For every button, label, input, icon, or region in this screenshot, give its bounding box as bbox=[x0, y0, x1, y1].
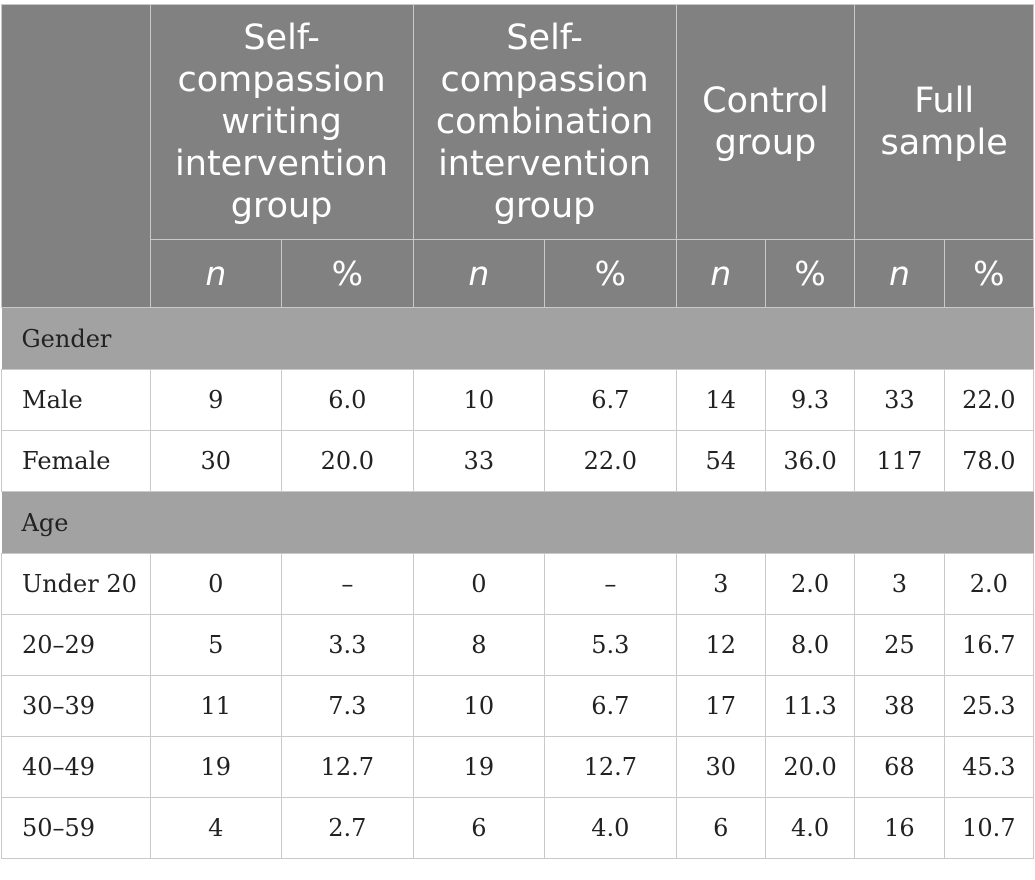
table-row: Male 9 6.0 10 6.7 14 9.3 33 22.0 bbox=[1, 369, 1035, 431]
table-cell: 5 bbox=[149, 614, 283, 676]
table-cell: 16 bbox=[854, 797, 945, 859]
table-cell: 11.3 bbox=[764, 675, 856, 737]
table-cell: 12.7 bbox=[281, 736, 414, 798]
table-row: Female 30 20.0 33 22.0 54 36.0 117 78.0 bbox=[1, 430, 1035, 492]
table-cell: 20.0 bbox=[764, 736, 856, 798]
table-cell: 6.7 bbox=[544, 369, 677, 431]
table-cell: 14 bbox=[675, 369, 766, 431]
header-full-sample: Full sample bbox=[854, 4, 1034, 240]
table-cell: 25.3 bbox=[943, 675, 1035, 737]
table-cell: 6.0 bbox=[281, 369, 414, 431]
table-row: 20–29 5 3.3 8 5.3 12 8.0 25 16.7 bbox=[1, 614, 1035, 676]
table-cell: 9 bbox=[149, 369, 283, 431]
row-label: Female bbox=[1, 430, 151, 492]
table-cell: 38 bbox=[854, 675, 945, 737]
table-cell: 7.3 bbox=[281, 675, 414, 737]
sub-header-percent: % bbox=[764, 239, 856, 308]
table-cell: – bbox=[544, 553, 677, 615]
table-cell: 0 bbox=[149, 553, 283, 615]
table-cell: 11 bbox=[149, 675, 283, 737]
row-label: 40–49 bbox=[1, 736, 151, 798]
table-cell: 12.7 bbox=[544, 736, 677, 798]
table-cell: 2.7 bbox=[281, 797, 414, 859]
table-cell: 3 bbox=[675, 553, 766, 615]
table-row: 50–59 4 2.7 6 4.0 6 4.0 16 10.7 bbox=[1, 797, 1035, 859]
table-cell: 68 bbox=[854, 736, 945, 798]
sub-header-row: n % n % n % n % bbox=[2, 239, 1035, 308]
table-cell: 2.0 bbox=[764, 553, 856, 615]
sub-header-percent: % bbox=[943, 239, 1035, 308]
table-cell: 22.0 bbox=[943, 369, 1035, 431]
sub-header-n: n bbox=[675, 239, 766, 308]
row-label: Under 20 bbox=[1, 553, 151, 615]
table-row: Under 20 0 – 0 – 3 2.0 3 2.0 bbox=[1, 553, 1035, 615]
table-cell: 30 bbox=[149, 430, 283, 492]
row-label: 20–29 bbox=[1, 614, 151, 676]
table-cell: 8 bbox=[412, 614, 546, 676]
table-cell: 10.7 bbox=[943, 797, 1035, 859]
table-cell: 10 bbox=[412, 369, 546, 431]
row-label: Male bbox=[1, 369, 151, 431]
table-row: 40–49 19 12.7 19 12.7 30 20.0 68 45.3 bbox=[1, 736, 1035, 798]
table-cell: 19 bbox=[149, 736, 283, 798]
table-cell: 0 bbox=[412, 553, 546, 615]
table-cell: 3 bbox=[854, 553, 945, 615]
table-cell: 20.0 bbox=[281, 430, 414, 492]
table-cell: 16.7 bbox=[943, 614, 1035, 676]
table-cell: 4.0 bbox=[544, 797, 677, 859]
table-cell: 6.7 bbox=[544, 675, 677, 737]
table-cell: 30 bbox=[675, 736, 766, 798]
table-cell: 33 bbox=[412, 430, 546, 492]
table-cell: 25 bbox=[854, 614, 945, 676]
table-cell: 22.0 bbox=[544, 430, 677, 492]
sub-header-n: n bbox=[854, 239, 945, 308]
row-label: 30–39 bbox=[1, 675, 151, 737]
header-combination-group: Self-compassion combination intervention… bbox=[412, 4, 677, 240]
table-cell: 8.0 bbox=[764, 614, 856, 676]
table-cell: 2.0 bbox=[943, 553, 1035, 615]
header-writing-group: Self-compassion writing intervention gro… bbox=[149, 4, 414, 240]
table-cell: 6 bbox=[412, 797, 546, 859]
demographics-table: Self-compassion writing intervention gro… bbox=[1, 4, 1035, 859]
table-row: 30–39 11 7.3 10 6.7 17 11.3 38 25.3 bbox=[1, 675, 1035, 737]
table-cell: 6 bbox=[675, 797, 766, 859]
section-row-gender: Gender bbox=[1, 307, 1034, 370]
table-cell: 12 bbox=[675, 614, 766, 676]
table-cell: – bbox=[281, 553, 414, 615]
table-cell: 78.0 bbox=[943, 430, 1035, 492]
group-header-row: Self-compassion writing intervention gro… bbox=[1, 4, 1034, 308]
table-cell: 3.3 bbox=[281, 614, 414, 676]
table-cell: 5.3 bbox=[544, 614, 677, 676]
table-cell: 4.0 bbox=[764, 797, 856, 859]
table-cell: 33 bbox=[854, 369, 945, 431]
table-cell: 4 bbox=[149, 797, 283, 859]
table-cell: 54 bbox=[675, 430, 766, 492]
table-cell: 10 bbox=[412, 675, 546, 737]
section-title: Gender bbox=[1, 307, 1034, 370]
sub-header-percent: % bbox=[544, 239, 677, 308]
table-cell: 36.0 bbox=[764, 430, 856, 492]
sub-header-percent: % bbox=[281, 239, 414, 308]
section-title: Age bbox=[1, 491, 1034, 554]
corner-header-cell bbox=[1, 4, 151, 308]
table-cell: 19 bbox=[412, 736, 546, 798]
sub-header-n: n bbox=[412, 239, 546, 308]
sub-header-n: n bbox=[149, 239, 283, 308]
table-cell: 9.3 bbox=[764, 369, 856, 431]
table-cell: 117 bbox=[854, 430, 945, 492]
table-cell: 17 bbox=[675, 675, 766, 737]
section-row-age: Age bbox=[1, 491, 1034, 554]
table-cell: 45.3 bbox=[943, 736, 1035, 798]
header-control-group: Control group bbox=[675, 4, 856, 240]
row-label: 50–59 bbox=[1, 797, 151, 859]
